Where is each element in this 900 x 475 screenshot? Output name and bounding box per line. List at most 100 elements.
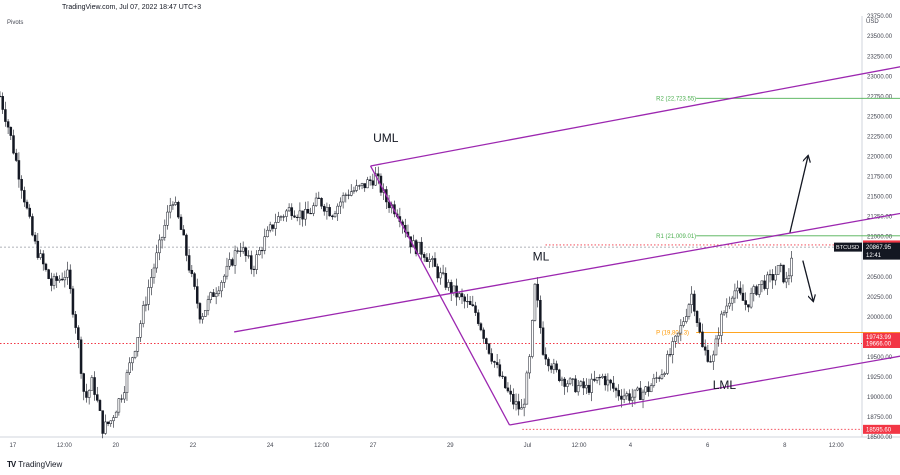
candle-body xyxy=(4,109,7,122)
candle-body xyxy=(720,313,723,336)
candle-body xyxy=(114,411,118,418)
candle-body xyxy=(117,398,121,413)
line-annotation: LML xyxy=(713,378,737,392)
price-label-text: 19666.00 xyxy=(866,341,892,347)
direction-arrow xyxy=(802,260,813,301)
x-tick-label: Jul xyxy=(524,443,532,449)
candle-body xyxy=(328,207,331,217)
x-tick-label: 29 xyxy=(447,443,454,449)
candle-body xyxy=(598,377,602,379)
candle-body xyxy=(452,285,456,294)
candle-body xyxy=(509,390,512,395)
candle-body xyxy=(482,329,485,339)
candle-body xyxy=(204,310,207,317)
candle-body xyxy=(471,304,475,307)
candle-body xyxy=(252,268,256,271)
y-tick-label: 22250.00 xyxy=(867,134,893,140)
currency-label: USD xyxy=(866,19,879,25)
candle-body xyxy=(752,286,756,294)
candle-body xyxy=(698,322,702,333)
candle-body xyxy=(574,378,577,393)
candle-body xyxy=(774,274,777,281)
candle-body xyxy=(425,257,429,262)
price-label-countdown: 12:41 xyxy=(866,253,882,259)
candle-body xyxy=(439,272,442,279)
candle-body xyxy=(277,216,280,223)
candle-body xyxy=(474,305,477,313)
candle-body xyxy=(279,216,283,218)
candle-body xyxy=(82,373,86,392)
candle-body xyxy=(417,241,421,255)
y-tick-label: 20500.00 xyxy=(867,275,893,281)
candle-body xyxy=(547,358,550,367)
candle-body xyxy=(776,265,780,275)
price-label-box xyxy=(863,424,900,434)
candle-body xyxy=(422,254,426,258)
candle-body xyxy=(266,229,269,238)
brand-name: TradingView xyxy=(18,460,63,469)
candle-body xyxy=(74,314,77,328)
candle-body xyxy=(93,377,96,395)
candle-body xyxy=(123,392,126,400)
candle-body xyxy=(668,354,672,356)
candle-body xyxy=(603,376,607,386)
candle-body xyxy=(158,239,161,254)
candle-body xyxy=(449,282,453,294)
candle-body xyxy=(644,386,647,393)
candle-body xyxy=(541,327,545,355)
candle-body xyxy=(768,274,772,276)
candle-body xyxy=(663,373,666,375)
x-tick-label: 12:00 xyxy=(829,443,845,449)
candle-body xyxy=(779,264,783,266)
candle-body xyxy=(460,293,464,298)
median-line xyxy=(234,212,900,333)
candle-body xyxy=(39,253,42,258)
candle-body xyxy=(295,216,299,219)
y-tick-label: 18500.00 xyxy=(867,435,893,441)
candle-body xyxy=(128,362,131,373)
candle-body xyxy=(222,275,226,283)
candle-body xyxy=(25,201,29,209)
candle-body xyxy=(744,300,747,305)
candle-body xyxy=(549,365,553,370)
pivot-label: R1 (21,009.01) xyxy=(656,234,696,240)
candle-body xyxy=(239,250,242,252)
candle-body xyxy=(514,401,518,405)
candle-body xyxy=(268,224,272,231)
candle-body xyxy=(563,378,566,387)
candle-body xyxy=(487,343,491,354)
candle-body xyxy=(520,407,523,410)
symbol-tag-box xyxy=(834,242,862,252)
candle-body xyxy=(12,135,15,154)
candle-body xyxy=(501,375,504,378)
candle-body xyxy=(236,250,240,252)
candle-body xyxy=(274,222,277,229)
y-tick-label: 22750.00 xyxy=(867,94,893,100)
candle-body xyxy=(125,372,129,393)
candle-body xyxy=(539,299,542,329)
candle-body xyxy=(555,363,558,371)
y-tick-label: 19000.00 xyxy=(867,395,893,401)
candle-body xyxy=(79,339,83,374)
brand-footer[interactable]: TV TradingView xyxy=(7,460,62,469)
direction-arrow xyxy=(789,156,808,233)
indicator-label: Pivots xyxy=(7,20,24,26)
candle-body xyxy=(360,183,364,186)
y-tick-label: 21500.00 xyxy=(867,195,893,201)
candle-body xyxy=(436,266,439,279)
candle-body xyxy=(347,194,350,196)
candle-body xyxy=(544,354,548,360)
candle-body xyxy=(714,338,718,356)
candle-body xyxy=(20,178,23,191)
candle-body xyxy=(17,160,21,180)
candle-body xyxy=(320,198,323,207)
candle-body xyxy=(749,293,753,308)
x-tick-label: 24 xyxy=(267,443,274,449)
candle-body xyxy=(736,287,739,292)
candle-body xyxy=(660,374,664,379)
candle-body xyxy=(531,320,534,357)
candle-body xyxy=(306,209,310,214)
candle-body xyxy=(625,393,629,397)
candle-body xyxy=(784,278,788,283)
